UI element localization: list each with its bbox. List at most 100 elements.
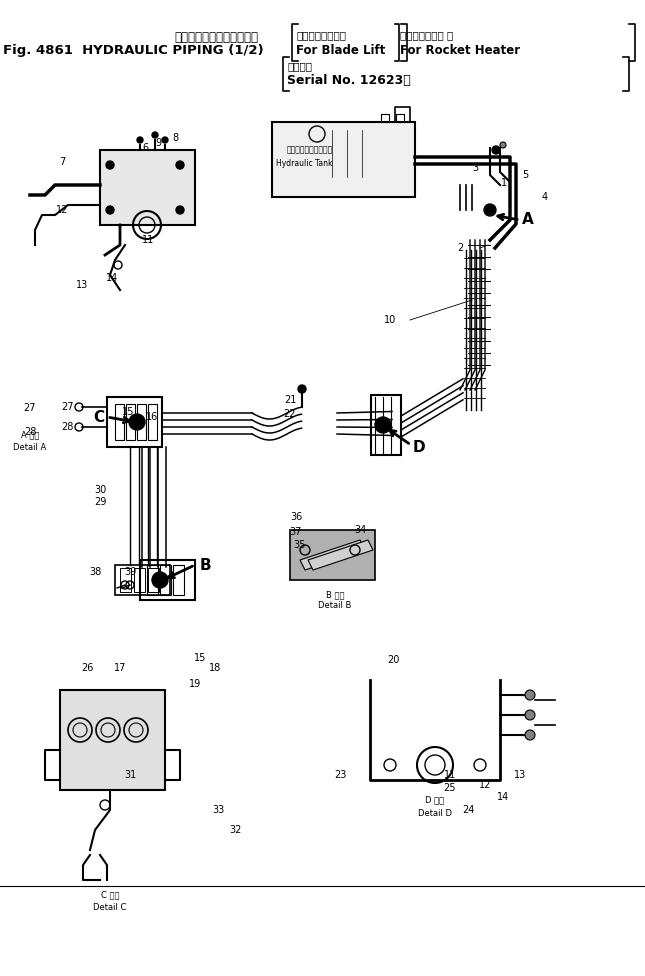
Circle shape bbox=[106, 161, 114, 169]
Text: 11: 11 bbox=[142, 235, 154, 245]
Bar bbox=[100, 150, 195, 225]
Text: C: C bbox=[94, 410, 104, 425]
Text: 27: 27 bbox=[24, 403, 36, 413]
Text: D: D bbox=[413, 439, 425, 455]
Text: 3: 3 bbox=[472, 163, 478, 173]
Text: 11: 11 bbox=[444, 770, 456, 780]
Text: 15: 15 bbox=[122, 407, 134, 417]
Text: 32: 32 bbox=[229, 825, 241, 835]
Circle shape bbox=[492, 146, 500, 154]
Text: ブレードリフト用: ブレードリフト用 bbox=[296, 30, 346, 40]
Text: 8: 8 bbox=[172, 133, 178, 143]
Circle shape bbox=[298, 385, 306, 393]
Bar bbox=[147, 565, 158, 595]
Circle shape bbox=[525, 730, 535, 740]
Text: 13: 13 bbox=[514, 770, 526, 780]
Bar bbox=[137, 404, 146, 440]
Text: 38: 38 bbox=[89, 567, 101, 577]
Text: 適用号機: 適用号機 bbox=[287, 61, 312, 71]
Bar bbox=[173, 565, 184, 595]
Text: 14: 14 bbox=[106, 273, 118, 283]
Text: 21: 21 bbox=[284, 395, 296, 405]
Text: 22: 22 bbox=[284, 409, 296, 419]
Bar bbox=[272, 122, 415, 197]
Circle shape bbox=[525, 710, 535, 720]
Text: 4: 4 bbox=[542, 192, 548, 202]
Text: 14: 14 bbox=[497, 792, 509, 802]
Text: 13: 13 bbox=[76, 280, 88, 290]
Circle shape bbox=[176, 206, 184, 214]
Text: 17: 17 bbox=[114, 663, 126, 673]
Bar bbox=[126, 404, 135, 440]
Text: D 詳細: D 詳細 bbox=[426, 795, 444, 804]
Text: 36: 36 bbox=[290, 512, 302, 522]
Circle shape bbox=[525, 690, 535, 700]
Text: Detail D: Detail D bbox=[418, 808, 452, 818]
Text: 15: 15 bbox=[194, 653, 206, 663]
Text: 18: 18 bbox=[209, 663, 221, 673]
Text: 28: 28 bbox=[61, 422, 73, 432]
Text: 5: 5 bbox=[522, 170, 528, 180]
Text: 26: 26 bbox=[81, 663, 93, 673]
Circle shape bbox=[500, 142, 506, 148]
Circle shape bbox=[375, 417, 391, 433]
Text: 30: 30 bbox=[94, 485, 106, 495]
Text: 6: 6 bbox=[142, 143, 148, 153]
Circle shape bbox=[152, 572, 168, 588]
Bar bbox=[396, 114, 404, 122]
Text: B: B bbox=[199, 557, 211, 573]
Bar bbox=[134, 568, 145, 592]
Text: 27: 27 bbox=[61, 402, 74, 412]
Bar bbox=[381, 114, 389, 122]
Text: Detail A: Detail A bbox=[14, 442, 46, 452]
Circle shape bbox=[106, 206, 114, 214]
Text: 1: 1 bbox=[501, 178, 507, 188]
Bar bbox=[148, 404, 157, 440]
Circle shape bbox=[484, 204, 496, 216]
Bar bbox=[107, 397, 162, 447]
Text: 9: 9 bbox=[155, 138, 161, 148]
Text: 35: 35 bbox=[294, 540, 306, 550]
Bar bbox=[160, 565, 171, 595]
Text: 31: 31 bbox=[124, 770, 136, 780]
Text: 16: 16 bbox=[146, 412, 158, 422]
Circle shape bbox=[129, 414, 145, 430]
Text: ロケットヒータ 用: ロケットヒータ 用 bbox=[400, 30, 453, 40]
Text: 34: 34 bbox=[354, 525, 366, 535]
Text: 7: 7 bbox=[59, 157, 65, 167]
Text: For Blade Lift: For Blade Lift bbox=[296, 44, 386, 58]
Text: A 詳細: A 詳細 bbox=[21, 430, 39, 439]
Bar bbox=[148, 568, 159, 592]
Circle shape bbox=[152, 132, 158, 138]
Bar bbox=[140, 560, 195, 600]
Text: 2: 2 bbox=[457, 243, 463, 253]
Circle shape bbox=[137, 137, 143, 143]
Polygon shape bbox=[308, 540, 373, 570]
Text: 20: 20 bbox=[387, 655, 399, 665]
Bar bbox=[60, 690, 165, 790]
Text: 10: 10 bbox=[384, 315, 396, 325]
Text: Detail C: Detail C bbox=[94, 904, 126, 913]
Bar bbox=[371, 395, 401, 455]
Text: 29: 29 bbox=[94, 497, 106, 507]
Text: 39: 39 bbox=[124, 567, 136, 577]
Text: For Rocket Heater: For Rocket Heater bbox=[400, 44, 520, 58]
Text: Serial No. 12623～: Serial No. 12623～ bbox=[287, 73, 411, 87]
Bar bbox=[115, 404, 124, 440]
Text: Hydraulic Tank: Hydraulic Tank bbox=[276, 159, 332, 169]
Circle shape bbox=[176, 161, 184, 169]
Bar bbox=[120, 568, 131, 592]
Text: C 詳細: C 詳細 bbox=[101, 890, 119, 900]
Text: 33: 33 bbox=[212, 805, 224, 815]
Text: 24: 24 bbox=[462, 805, 474, 815]
Text: 23: 23 bbox=[334, 770, 346, 780]
Text: ハイドロリックパイピング: ハイドロリックパイピング bbox=[174, 30, 258, 44]
Text: 12: 12 bbox=[479, 780, 491, 790]
Text: Detail B: Detail B bbox=[319, 600, 352, 609]
Text: 37: 37 bbox=[290, 527, 303, 537]
Text: 25: 25 bbox=[444, 783, 456, 793]
Text: B 詳細: B 詳細 bbox=[326, 590, 344, 599]
Text: A: A bbox=[522, 213, 534, 227]
Text: 19: 19 bbox=[189, 679, 201, 689]
Text: ハイドロリックタンク: ハイドロリックタンク bbox=[287, 145, 333, 154]
